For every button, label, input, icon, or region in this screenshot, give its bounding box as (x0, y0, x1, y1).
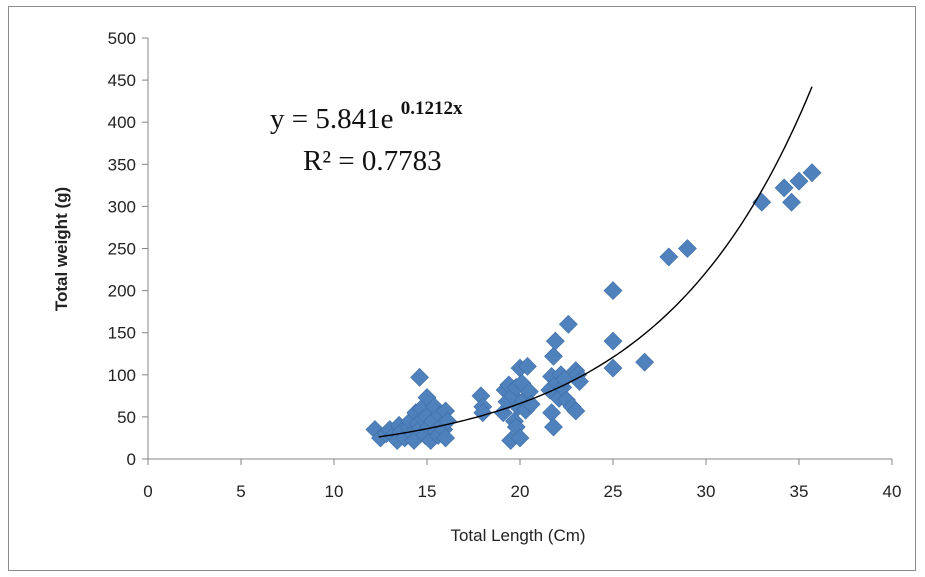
y-tick-label: 0 (127, 450, 136, 469)
y-tick-label: 300 (108, 197, 136, 216)
x-tick-label: 15 (418, 482, 437, 501)
x-tick-label: 10 (325, 482, 344, 501)
x-tick-label: 0 (143, 482, 152, 501)
x-tick-label: 25 (604, 482, 623, 501)
data-point (518, 356, 537, 376)
y-axis: 0 50 100 150 200 250 300 350 400 450 500 (108, 29, 149, 469)
trendline-r-squared: R² = 0.7783 (303, 145, 442, 177)
x-axis: 0 5 10 15 20 25 30 35 40 (143, 458, 902, 501)
chart-frame (8, 6, 916, 571)
data-point (782, 192, 801, 212)
x-tick-label: 5 (236, 482, 245, 501)
data-point (570, 372, 589, 391)
y-tick-label: 50 (117, 408, 136, 427)
equation-exponent: 0.1212x (401, 98, 463, 119)
x-tick-label: 40 (883, 482, 902, 501)
data-point (774, 178, 794, 198)
data-point (544, 417, 563, 437)
y-tick-label: 350 (108, 155, 136, 174)
data-point (545, 331, 565, 351)
data-point (558, 314, 578, 334)
data-point (677, 239, 697, 258)
data-point (635, 352, 655, 372)
x-axis-title: Total Length (Cm) (450, 526, 585, 545)
data-point (603, 358, 623, 378)
data-point (802, 163, 822, 183)
trendline-equation: y = 5.841e 0.1212x (270, 98, 463, 135)
trendline (378, 86, 813, 438)
y-tick-label: 400 (108, 113, 136, 132)
x-tick-label: 35 (790, 482, 809, 501)
y-tick-label: 250 (108, 240, 136, 259)
data-point (410, 367, 429, 387)
data-point (510, 428, 530, 448)
x-tick-label: 20 (511, 482, 530, 501)
y-tick-label: 150 (108, 324, 136, 343)
y-tick-label: 100 (108, 366, 136, 385)
y-tick-label: 500 (108, 29, 136, 48)
y-tick-label: 450 (108, 71, 136, 90)
data-point (566, 401, 586, 421)
data-point (659, 247, 679, 267)
equation-base: y = 5.841e (270, 103, 393, 135)
x-tick-label: 30 (697, 482, 716, 501)
data-point (603, 331, 623, 351)
y-axis-title: Total weight (g) (52, 187, 71, 311)
data-point (544, 346, 563, 366)
data-point (436, 428, 456, 448)
y-tick-label: 200 (108, 282, 136, 301)
data-point (789, 171, 809, 191)
data-points (365, 163, 822, 450)
data-point (603, 281, 623, 301)
